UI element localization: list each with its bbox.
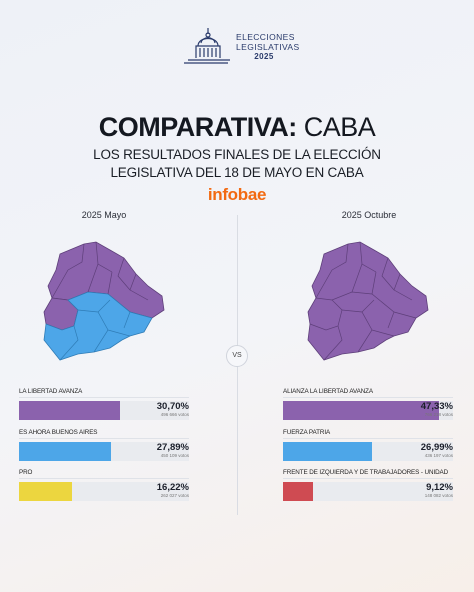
bar-track	[283, 482, 453, 501]
caba-map-may	[43, 241, 165, 361]
result-bar	[19, 401, 120, 420]
vs-badge: VS	[226, 345, 248, 367]
period-label: 2025 Octubre	[341, 210, 397, 220]
map-region-north	[47, 241, 165, 319]
bar-track	[19, 482, 189, 501]
result-bar	[19, 442, 111, 461]
result-row: ES AHORA BUENOS AIRES 27,89% 450 109 vot…	[19, 429, 189, 465]
bar-track	[283, 401, 453, 420]
brand-logo: infobae	[207, 185, 267, 204]
party-name: FUERZA PATRIA	[283, 429, 331, 436]
votes-value: 766 218 votos	[424, 412, 453, 417]
october-column: 2025 Octubre ALIANZA LA LIBERTAD AVANZA …	[237, 0, 474, 592]
result-bar	[283, 482, 313, 501]
row-separator	[19, 397, 189, 398]
row-separator	[19, 438, 189, 439]
percent-value: 26,99%	[420, 442, 453, 453]
result-bar	[19, 482, 72, 501]
percent-value: 9,12%	[426, 482, 453, 493]
subtitle: Los resultados finales de la elección le…	[0, 146, 474, 182]
votes-value: 148 082 votos	[424, 493, 453, 498]
bar-track	[19, 401, 189, 420]
votes-value: 262 027 votos	[160, 493, 189, 498]
congress-dome-icon	[184, 28, 230, 64]
percent-value: 27,89%	[156, 442, 189, 453]
title-rest: CABA	[303, 112, 376, 142]
elections-logo: ELECCIONES LEGISLATIVAS 2025	[0, 24, 474, 68]
logo-line1: ELECCIONES	[236, 32, 295, 42]
percent-value: 16,22%	[156, 482, 189, 493]
period-label: 2025 Mayo	[81, 210, 127, 220]
votes-value: 496 666 votos	[160, 412, 189, 417]
result-row: PRO 16,22% 262 027 votos	[19, 469, 189, 505]
party-name: ALIANZA LA LIBERTAD AVANZA	[283, 388, 374, 395]
title-bold: COMPARATIVA:	[98, 112, 297, 142]
result-bar	[283, 401, 439, 420]
caba-map-october	[307, 241, 429, 361]
votes-value: 450 109 votos	[160, 453, 189, 458]
row-separator	[283, 438, 453, 439]
may-column: 2025 Mayo LA LIBERTAD AVANZA 30,70% 496 …	[19, 210, 189, 505]
result-row: ALIANZA LA LIBERTAD AVANZA 47,33% 766 21…	[283, 388, 453, 424]
result-row: LA LIBERTAD AVANZA 30,70% 496 666 votos	[19, 388, 189, 424]
bar-track	[19, 442, 189, 461]
row-separator	[19, 478, 189, 479]
page-title: COMPARATIVA: CABA	[0, 112, 474, 143]
result-row: FRENTE DE IZQUIERDA Y DE TRABAJADORES - …	[283, 469, 453, 505]
row-separator	[283, 478, 453, 479]
logo-text: ELECCIONES LEGISLATIVAS 2025	[236, 32, 300, 62]
party-name: PRO	[19, 469, 33, 476]
result-row: FUERZA PATRIA 26,99% 436 197 votos	[283, 429, 453, 465]
subtitle-line1: Los resultados finales de la elección	[93, 147, 381, 162]
row-separator	[283, 397, 453, 398]
logo-year: 2025	[254, 52, 274, 61]
percent-value: 47,33%	[420, 401, 453, 412]
subtitle-line2: legislativa del 18 de mayo en CABA	[110, 165, 364, 180]
result-bar	[283, 442, 372, 461]
logo-line2: LEGISLATIVAS	[236, 42, 300, 52]
party-name: LA LIBERTAD AVANZA	[19, 388, 83, 395]
bar-track	[283, 442, 453, 461]
votes-value: 436 197 votos	[424, 453, 453, 458]
percent-value: 30,70%	[156, 401, 189, 412]
party-name: FRENTE DE IZQUIERDA Y DE TRABAJADORES - …	[283, 469, 449, 476]
party-name: ES AHORA BUENOS AIRES	[19, 429, 98, 436]
map-region-all	[307, 241, 429, 361]
